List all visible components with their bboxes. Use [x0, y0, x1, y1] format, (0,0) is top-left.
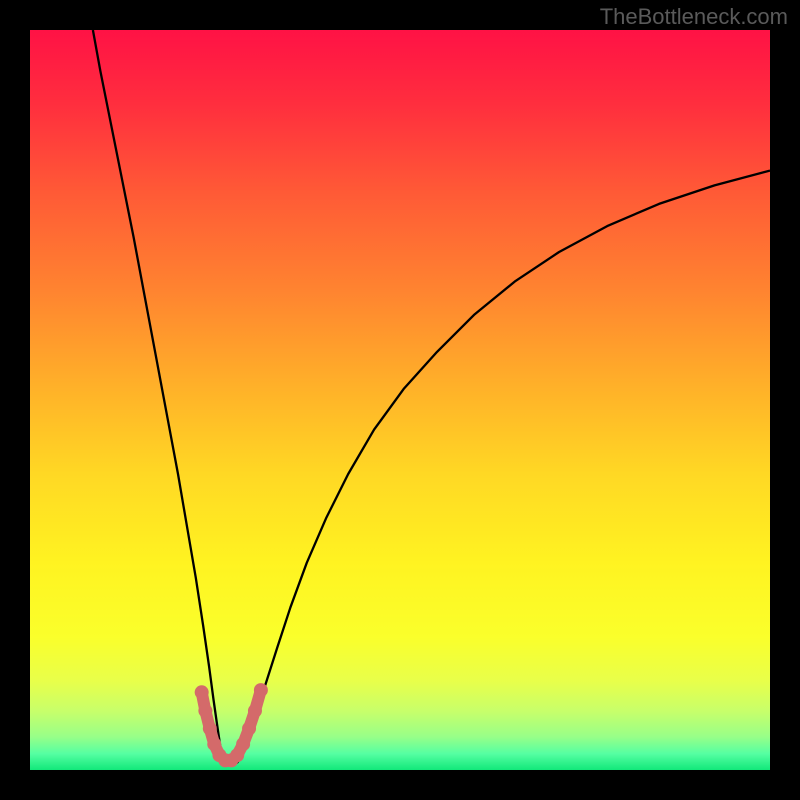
highlight-marker	[242, 722, 256, 736]
highlight-marker	[254, 683, 268, 697]
main-curve	[93, 30, 770, 763]
watermark-text: TheBottleneck.com	[600, 4, 788, 30]
highlight-marker	[203, 722, 217, 736]
highlight-marker	[236, 737, 250, 751]
highlight-marker	[198, 704, 212, 718]
plot-area	[30, 30, 770, 770]
highlight-marker	[248, 704, 262, 718]
curve-layer	[30, 30, 770, 770]
highlight-marker	[195, 685, 209, 699]
chart-root: TheBottleneck.com	[0, 0, 800, 800]
